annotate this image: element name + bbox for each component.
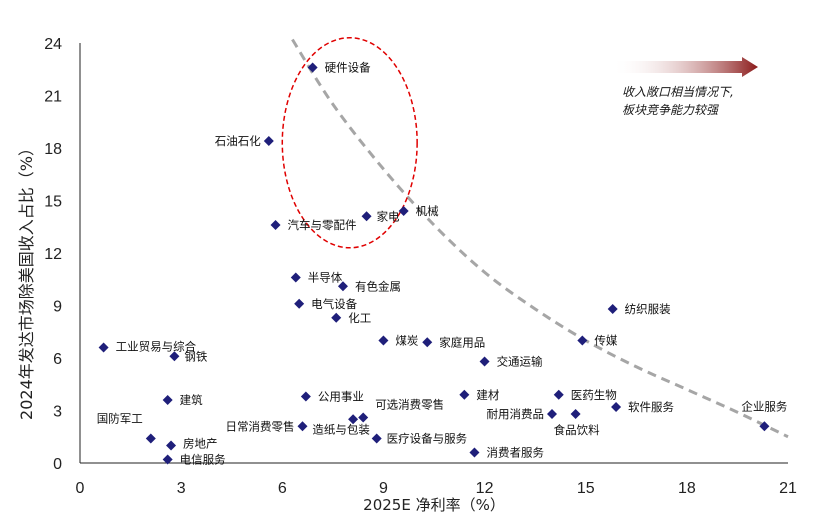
data-point-marker — [547, 409, 557, 419]
x-tick-label: 0 — [76, 480, 85, 497]
annotation-line1: 收入敞口相当情况下, — [622, 85, 734, 99]
annotation-line2: 板块竞争能力较强 — [622, 103, 719, 117]
data-point-label: 消费者服务 — [486, 446, 544, 460]
data-point-marker — [263, 136, 274, 146]
y-tick-label: 18 — [44, 141, 62, 158]
y-tick-label: 9 — [53, 299, 62, 316]
data-point-label: 食品饮料 — [554, 423, 600, 437]
y-tick-label: 24 — [44, 36, 62, 53]
data-point-marker — [422, 337, 433, 348]
data-point-label: 家庭用品 — [439, 335, 485, 349]
data-point-marker — [378, 335, 389, 346]
data-point-marker — [331, 312, 342, 323]
y-tick-label: 6 — [53, 351, 62, 368]
data-point-label: 日常消费零售 — [226, 419, 295, 433]
x-tick-label: 21 — [779, 480, 797, 497]
x-tick-label: 15 — [577, 480, 595, 497]
data-point-label: 机械 — [416, 204, 439, 218]
data-point-marker — [307, 62, 318, 73]
data-point-label: 医疗设备与服务 — [387, 432, 468, 446]
data-point-marker — [98, 342, 109, 353]
data-point-marker — [570, 409, 581, 419]
x-tick-labels: 0 3 6 9 12 15 18 21 — [76, 480, 797, 497]
data-point-label: 交通运输 — [497, 355, 543, 369]
data-point-label: 硬件设备 — [325, 61, 371, 75]
data-point-label: 工业贸易与综合 — [116, 340, 197, 354]
annotation-arrow — [612, 57, 758, 77]
data-point-label: 可选消费零售 — [375, 398, 444, 412]
y-tick-label: 0 — [53, 456, 62, 473]
data-point-marker — [358, 412, 369, 423]
data-point-label: 电气设备 — [311, 297, 357, 311]
data-point-marker — [577, 335, 588, 346]
data-point-marker — [300, 391, 311, 402]
data-point-marker — [270, 220, 281, 230]
data-point-marker — [337, 281, 348, 292]
highlight-ellipse — [281, 37, 418, 249]
data-point-label: 耐用消费品 — [487, 407, 545, 421]
data-point-label: 软件服务 — [628, 400, 674, 414]
y-tick-label: 15 — [44, 194, 62, 211]
x-tick-label: 18 — [678, 480, 696, 497]
data-point-marker — [145, 433, 156, 444]
axes — [79, 43, 788, 464]
y-tick-label: 3 — [53, 404, 62, 421]
data-point-label: 化工 — [348, 311, 371, 325]
data-point-label: 煤炭 — [395, 334, 418, 348]
data-point-marker — [166, 440, 177, 451]
data-point-label: 纺织服装 — [625, 302, 671, 316]
data-point-label: 医药生物 — [571, 388, 617, 402]
data-point-label: 传媒 — [594, 334, 617, 348]
data-point-label: 造纸与包装 — [312, 422, 370, 436]
data-point-marker — [607, 304, 618, 314]
data-point-marker — [348, 414, 359, 425]
data-point-marker — [162, 454, 173, 465]
x-axis-label: 2025E 净利率（%） — [363, 496, 505, 514]
trend-curve — [291, 38, 789, 439]
data-point-marker — [459, 389, 470, 400]
y-tick-label: 21 — [44, 89, 62, 106]
data-point-label: 钢铁 — [184, 349, 207, 363]
x-tick-label: 9 — [379, 480, 388, 497]
data-point-label: 企业服务 — [741, 399, 787, 413]
data-point-marker — [294, 298, 305, 309]
data-point-label: 石油石化 — [215, 134, 261, 148]
data-point-label: 房地产 — [183, 437, 218, 451]
data-point-marker — [361, 211, 372, 222]
data-point-label: 汽车与零配件 — [288, 218, 357, 232]
data-point-label: 家电 — [377, 209, 400, 223]
data-point-label: 电信服务 — [180, 453, 226, 467]
y-tick-label: 12 — [44, 246, 62, 263]
data-point-label: 建筑 — [180, 393, 203, 407]
x-tick-label: 3 — [177, 480, 186, 497]
data-point-marker — [759, 421, 770, 432]
data-point-marker — [290, 272, 301, 283]
data-point-label: 公用事业 — [318, 390, 364, 404]
data-point-marker — [371, 433, 382, 444]
data-point-label: 半导体 — [308, 271, 343, 285]
data-point-label: 国防军工 — [97, 412, 143, 426]
data-point-marker — [398, 206, 409, 216]
data-point-marker — [611, 402, 622, 412]
data-point-marker — [469, 447, 480, 458]
data-point-marker — [169, 351, 180, 362]
data-point-marker — [162, 395, 173, 405]
y-tick-labels: 0 3 6 9 12 15 18 21 24 — [44, 36, 62, 473]
data-point-marker — [553, 389, 564, 400]
data-point-marker — [479, 356, 490, 367]
x-tick-label: 6 — [278, 480, 287, 497]
data-point-label: 建材 — [476, 388, 499, 402]
data-point-marker — [297, 421, 308, 432]
data-point-label: 有色金属 — [355, 279, 401, 293]
y-axis-label: 2024年发达市场除美国收入占比（%） — [17, 140, 36, 420]
data-points — [98, 62, 770, 465]
x-tick-label: 12 — [476, 480, 494, 497]
